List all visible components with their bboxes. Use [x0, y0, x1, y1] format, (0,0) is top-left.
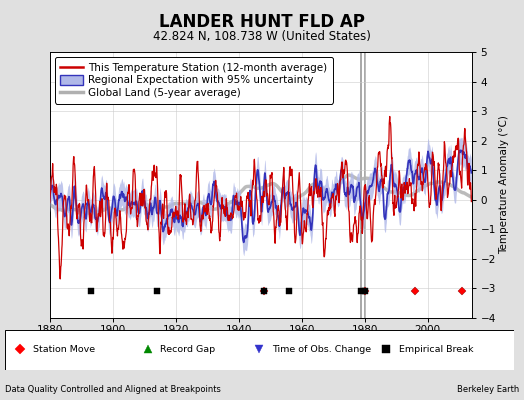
Text: Time of Obs. Change: Time of Obs. Change — [272, 345, 371, 354]
Text: Data Quality Controlled and Aligned at Breakpoints: Data Quality Controlled and Aligned at B… — [5, 386, 221, 394]
Text: Berkeley Earth: Berkeley Earth — [456, 386, 519, 394]
Text: Empirical Break: Empirical Break — [399, 345, 474, 354]
Text: Record Gap: Record Gap — [160, 345, 215, 354]
Y-axis label: Temperature Anomaly (°C): Temperature Anomaly (°C) — [499, 116, 509, 254]
Text: 42.824 N, 108.738 W (United States): 42.824 N, 108.738 W (United States) — [153, 30, 371, 43]
Legend: This Temperature Station (12-month average), Regional Expectation with 95% uncer: This Temperature Station (12-month avera… — [55, 57, 333, 104]
Text: Station Move: Station Move — [33, 345, 95, 354]
Text: LANDER HUNT FLD AP: LANDER HUNT FLD AP — [159, 13, 365, 31]
